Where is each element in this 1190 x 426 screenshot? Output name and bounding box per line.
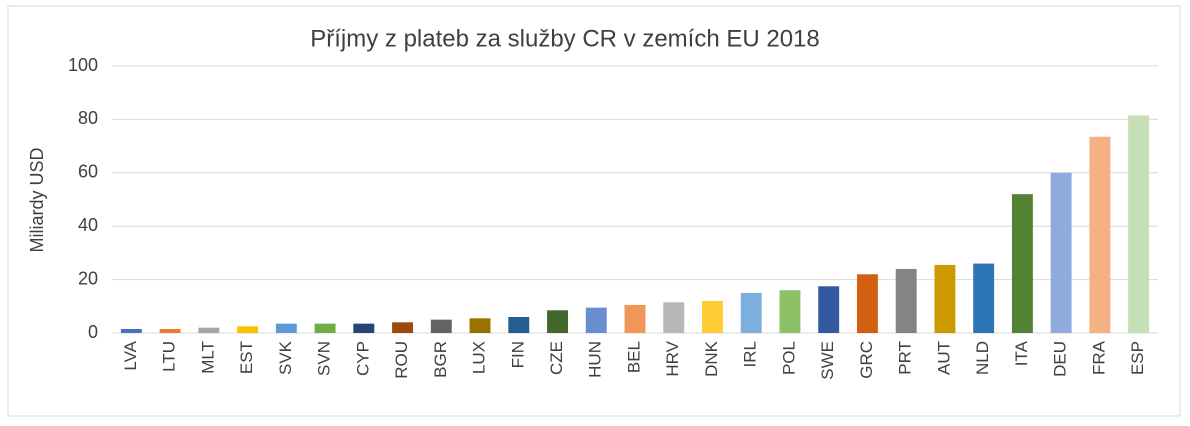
chart-title: Příjmy z plateb za služby CR v zemích EU… (310, 25, 820, 52)
bar (1050, 172, 1072, 333)
x-tick-label: EST (237, 341, 256, 374)
bar (469, 318, 491, 333)
bar (973, 263, 995, 333)
bar (159, 328, 181, 333)
bar (1128, 115, 1150, 334)
x-tick-label: BEL (624, 341, 643, 373)
x-tick-label: HRV (663, 340, 682, 376)
bar (702, 300, 723, 333)
x-tick-label: CZE (547, 341, 566, 375)
bar (392, 322, 414, 333)
x-tick-label: ROU (392, 341, 411, 379)
bar (663, 302, 685, 333)
bar (1011, 194, 1033, 333)
x-tick-label: FRA (1089, 340, 1108, 375)
y-tick-label: 20 (78, 268, 98, 288)
x-tick-label: MLT (198, 341, 217, 374)
bar (779, 290, 801, 333)
bar (275, 323, 297, 333)
y-axis-label: Miliardy USD (27, 147, 47, 252)
x-tick-label: PRT (896, 341, 915, 375)
x-tick-label: IRL (741, 341, 760, 367)
x-tick-label: BGR (431, 341, 450, 378)
bar (547, 310, 568, 333)
y-tick-label: 60 (78, 162, 98, 182)
bar (895, 268, 917, 333)
x-tick-label: ITA (1012, 340, 1031, 366)
bar (314, 323, 336, 333)
x-tick-label: HUN (586, 341, 605, 378)
x-tick-label: SVK (276, 340, 295, 375)
x-tick-label: GRC (857, 341, 876, 379)
x-tick-label: SVN (315, 341, 334, 376)
x-tick-label: DEU (1051, 341, 1070, 377)
bar (198, 327, 220, 333)
bar (934, 264, 956, 333)
chart-border (7, 5, 1181, 417)
x-tick-label: POL (779, 341, 798, 375)
x-tick-label: LVA (121, 340, 140, 370)
x-tick-label: LUX (470, 341, 489, 374)
bar (120, 328, 142, 333)
bar (856, 274, 878, 333)
x-tick-label: LTU (160, 341, 179, 372)
y-tick-label: 80 (78, 108, 98, 128)
y-tick-label: 100 (68, 55, 98, 75)
x-tick-label: ESP (1128, 341, 1147, 375)
x-tick-label: NLD (973, 341, 992, 375)
y-tick-label: 0 (88, 322, 98, 342)
x-tick-label: SWE (818, 341, 837, 380)
y-tick-label: 40 (78, 215, 98, 235)
bar (818, 286, 840, 333)
x-tick-label: DNK (702, 340, 721, 377)
x-tick-label: FIN (508, 341, 527, 368)
bar (624, 304, 646, 333)
x-tick-label: AUT (934, 341, 953, 375)
bar (585, 307, 607, 333)
bar (353, 323, 375, 333)
bar (740, 292, 762, 333)
bar (508, 316, 530, 333)
bar (430, 319, 452, 333)
x-tick-label: CYP (353, 341, 372, 376)
bar (1089, 136, 1111, 333)
bar (237, 326, 259, 333)
